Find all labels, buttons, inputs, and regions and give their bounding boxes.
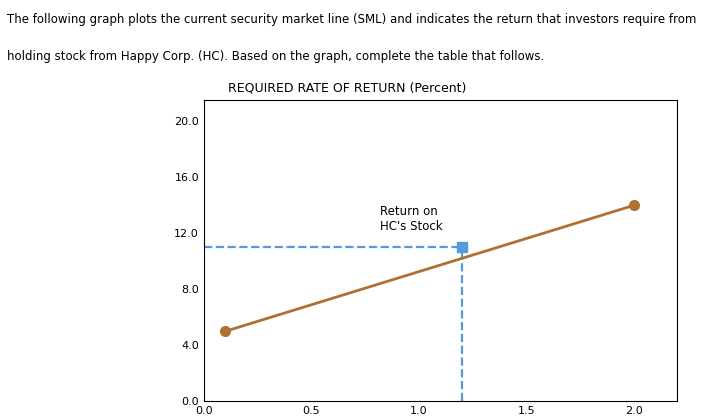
Text: holding stock from Happy Corp. (HC). Based on the graph, complete the table that: holding stock from Happy Corp. (HC). Bas… xyxy=(7,50,545,63)
Text: REQUIRED RATE OF RETURN (Percent): REQUIRED RATE OF RETURN (Percent) xyxy=(228,82,466,95)
Text: The following graph plots the current security market line (SML) and indicates t: The following graph plots the current se… xyxy=(7,13,697,25)
Text: Return on
HC's Stock: Return on HC's Stock xyxy=(380,205,443,233)
